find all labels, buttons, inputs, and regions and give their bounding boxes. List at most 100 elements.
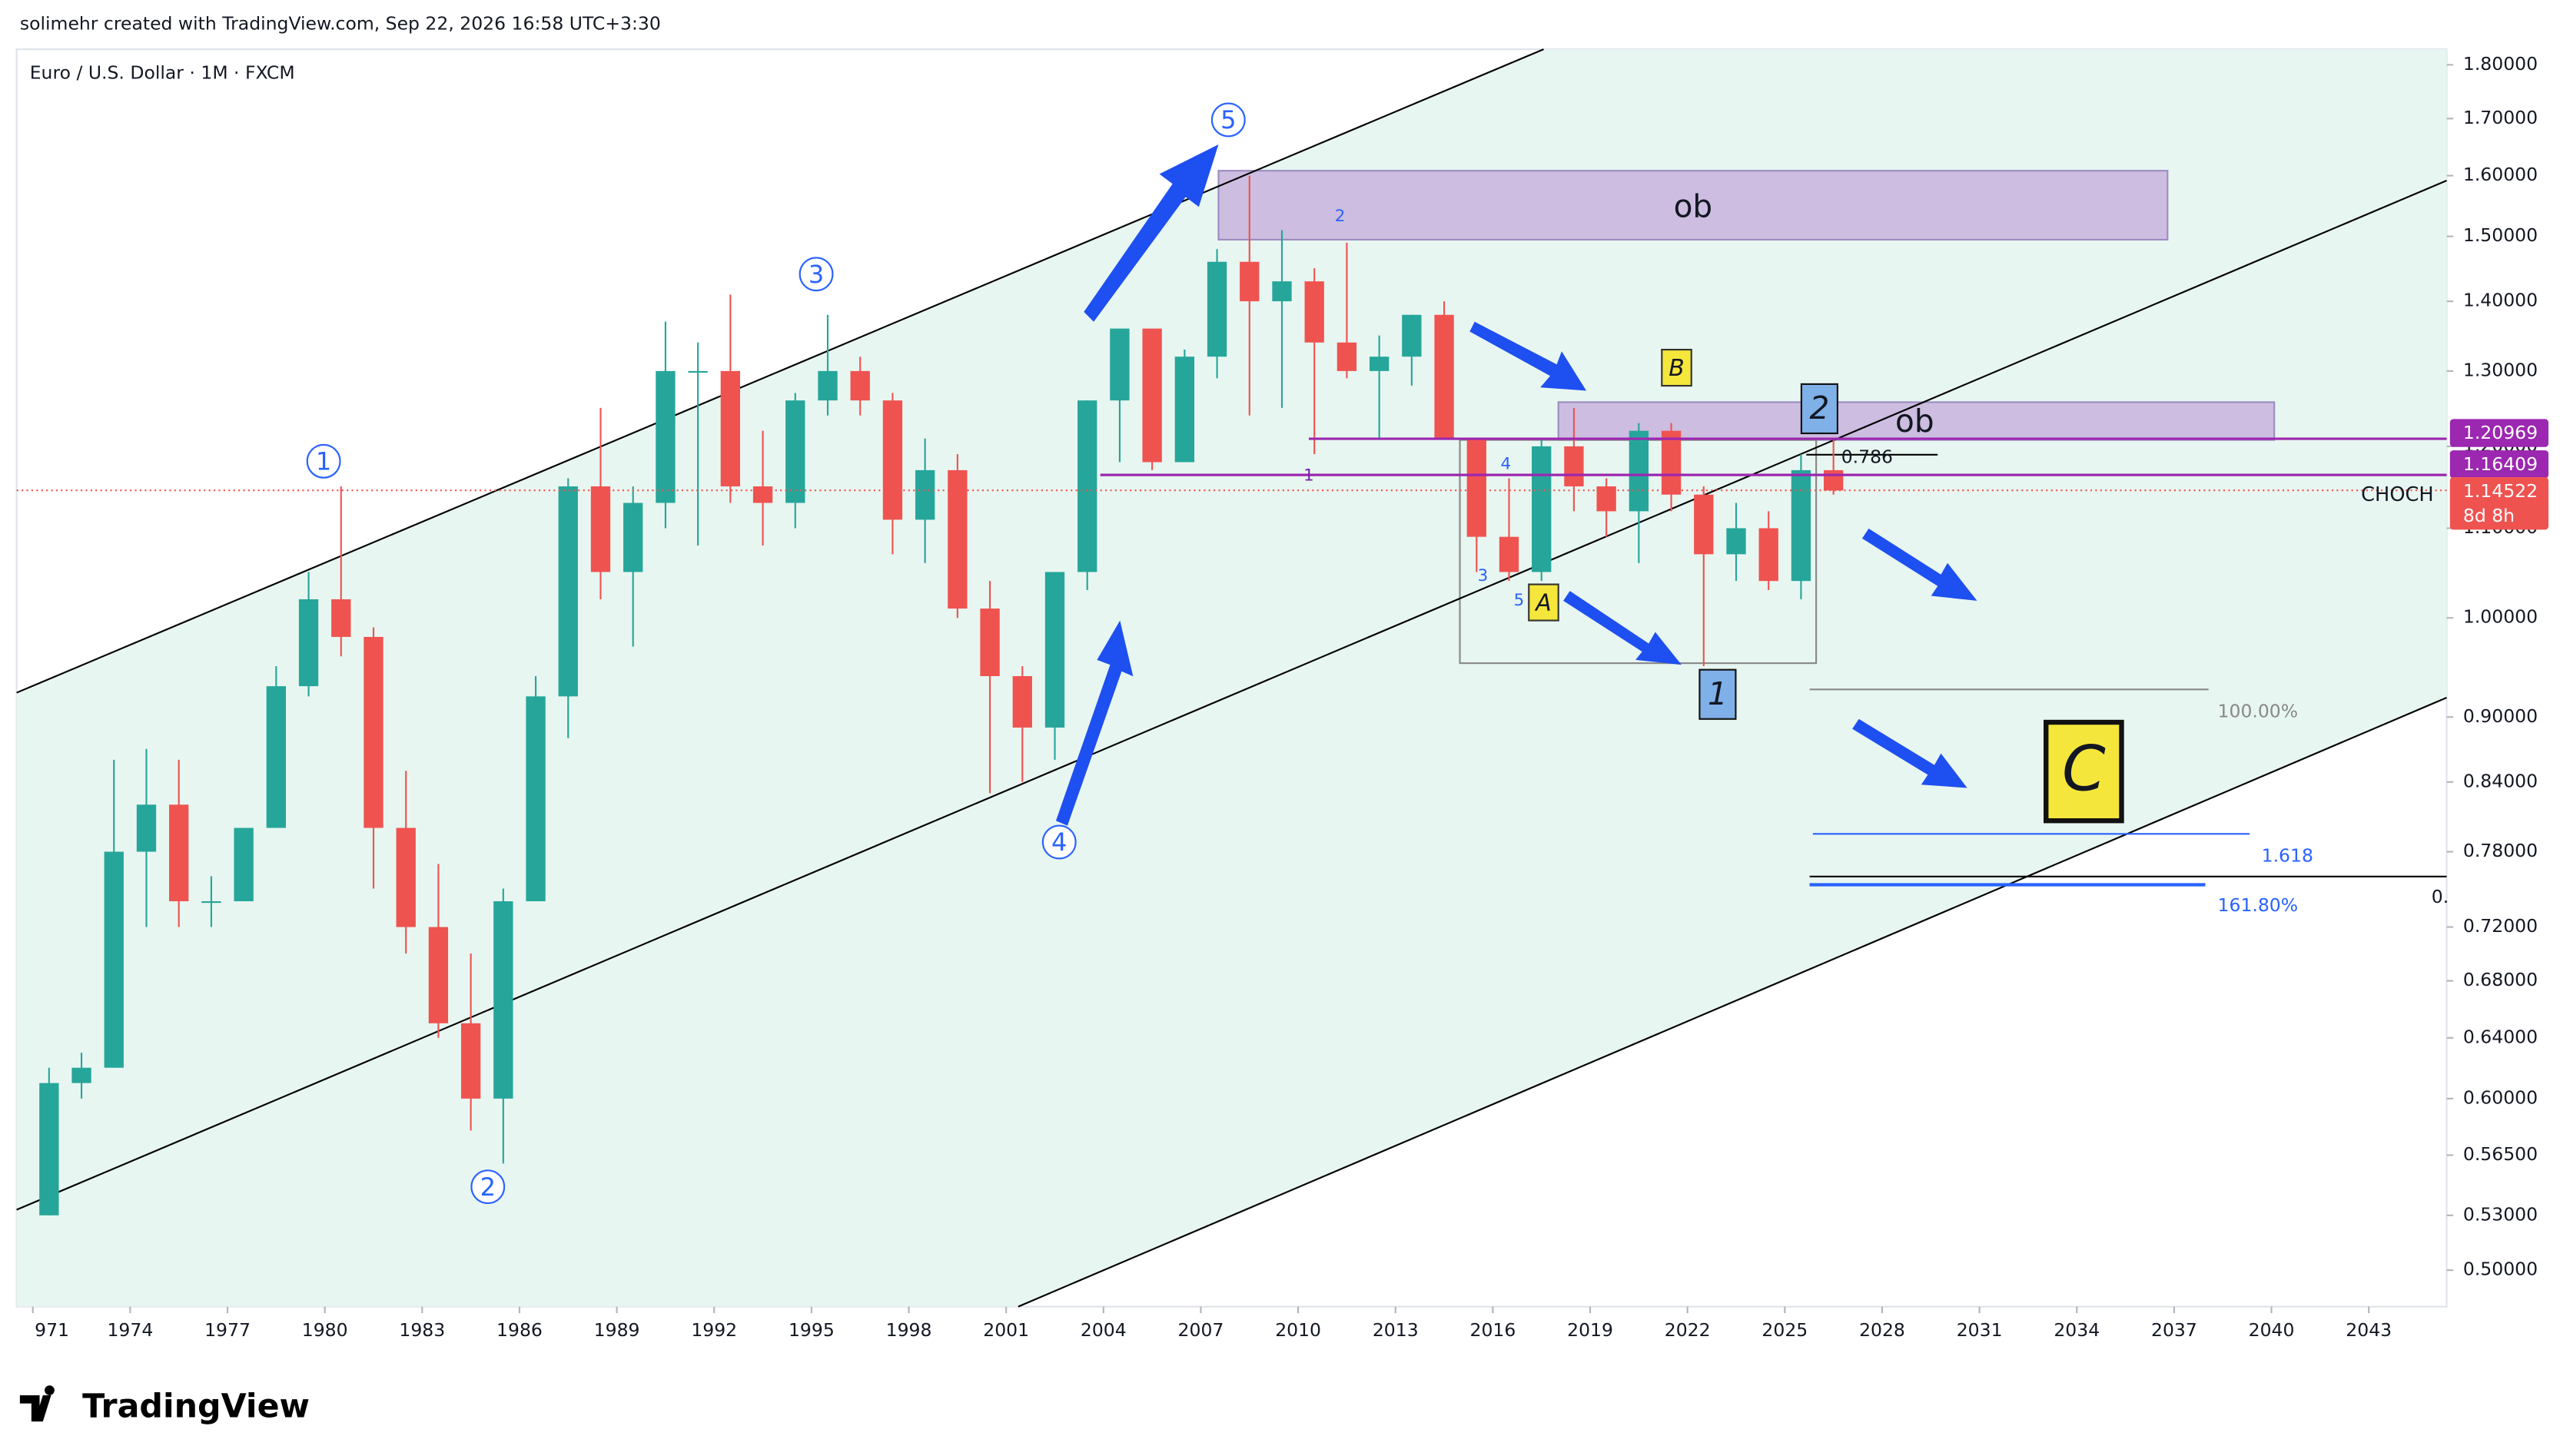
candle-body <box>1758 528 1778 582</box>
candle-body <box>1207 261 1227 357</box>
candle-body <box>882 400 903 520</box>
annotation: 4 <box>1051 827 1067 857</box>
candle-body <box>1402 314 1422 357</box>
candle-body <box>1369 357 1390 371</box>
annotation: 3 <box>809 260 824 289</box>
brand: TradingView <box>82 1388 310 1426</box>
candle-body <box>428 927 449 1023</box>
label-box <box>2044 719 2124 824</box>
candle-body <box>1434 314 1454 439</box>
channel-fill <box>16 49 2447 1307</box>
annotation: 2 <box>480 1172 496 1202</box>
candle-body <box>1077 400 1097 572</box>
candle-body <box>39 1083 59 1216</box>
annotation: 1 <box>1708 675 1728 712</box>
x-tick-label: 1995 <box>789 1319 835 1341</box>
x-tick-label: 1980 <box>302 1319 348 1341</box>
x-tick-label: 2001 <box>983 1319 1029 1341</box>
x-tick-label: 2019 <box>1567 1319 1613 1341</box>
channel-line <box>16 48 1544 694</box>
x-tick-label: 1992 <box>691 1319 737 1341</box>
y-tick-label: 0.64000 <box>2463 1026 2538 1047</box>
candle-body <box>364 636 384 828</box>
label-box <box>1800 383 1838 435</box>
channel-line <box>16 180 2447 1211</box>
candle-body <box>980 609 1000 676</box>
candle-body <box>558 486 578 697</box>
y-tick-label: 1.50000 <box>2463 224 2538 246</box>
annotation: 1 <box>1303 466 1314 486</box>
x-tick-label: 1974 <box>107 1319 153 1341</box>
symbol-title: Euro / U.S. Dollar · 1M · FXCM <box>30 62 295 84</box>
annotation: 100.00% <box>2218 701 2299 722</box>
y-tick-label: 0.60000 <box>2463 1086 2538 1108</box>
candle-body <box>201 900 221 904</box>
candle-body <box>1110 328 1130 401</box>
logo: TradingView <box>19 1385 310 1426</box>
annotation: 2 <box>1809 390 1829 426</box>
x-tick-label: 1989 <box>594 1319 640 1341</box>
x-tick-label: 1983 <box>399 1319 445 1341</box>
y-tick-label: 0.50000 <box>2463 1259 2538 1280</box>
annotation: CHOCH <box>2361 483 2434 506</box>
candle-body <box>1726 528 1746 555</box>
x-tick-label: 2034 <box>2054 1319 2100 1341</box>
y-tick-label: 0.78000 <box>2463 840 2538 861</box>
price-tag-label: 1.20969 <box>2463 422 2538 443</box>
x-tick-label: 2028 <box>1859 1319 1905 1341</box>
candle-body <box>493 900 513 1099</box>
countdown: 8d 8h <box>2463 505 2515 526</box>
x-tick-label: 2010 <box>1275 1319 1321 1341</box>
price-tag <box>2449 477 2548 530</box>
candle-body <box>656 370 676 503</box>
candle-body <box>526 696 546 901</box>
x-tick-label: 2043 <box>2346 1319 2392 1341</box>
candle-body <box>1304 281 1324 343</box>
x-tick-label: 2025 <box>1761 1319 1808 1341</box>
annotation: 1.618 <box>2262 845 2313 867</box>
candle-body <box>169 804 189 901</box>
y-tick-label: 1.60000 <box>2463 164 2538 185</box>
candle-body <box>1661 430 1682 495</box>
candle-body <box>688 370 708 373</box>
x-tick-label: 2007 <box>1178 1319 1224 1341</box>
y-tick-label: 1.70000 <box>2463 107 2538 128</box>
annotation: 0.786 <box>1841 446 1893 468</box>
candle-body <box>1466 438 1486 537</box>
annotation: 4 <box>1501 455 1512 474</box>
candle-body <box>104 851 124 1068</box>
y-tick-label: 0.72000 <box>2463 915 2538 937</box>
x-tick-label: 971 <box>35 1319 69 1341</box>
wave-circle <box>470 1169 506 1205</box>
candle-body <box>948 469 968 609</box>
candle-body <box>1564 446 1584 487</box>
price-tag-label: 1.16409 <box>2463 453 2538 475</box>
candle-body <box>785 400 805 503</box>
candle-body <box>1174 357 1195 463</box>
candle-body <box>266 686 287 828</box>
candle-body <box>1336 342 1357 371</box>
candle-body <box>1499 536 1519 572</box>
y-tick-label: 0.84000 <box>2463 770 2538 791</box>
candle-body <box>396 827 416 927</box>
candle-body <box>1532 446 1552 572</box>
candle-body <box>752 486 773 503</box>
candle-body <box>1240 261 1260 302</box>
order-block <box>1217 170 2169 240</box>
annotation: 5 <box>1514 591 1525 610</box>
y-tick-label: 0.68000 <box>2463 969 2538 990</box>
label-box <box>1698 668 1737 720</box>
y-tick-label: 0.56500 <box>2463 1143 2538 1165</box>
annotation: 1 <box>316 446 331 476</box>
annotation: 0. <box>2432 886 2449 907</box>
annotation: C <box>2062 734 2106 806</box>
candle-body <box>590 486 611 572</box>
label-box <box>1661 348 1692 387</box>
candle-body <box>720 370 741 487</box>
annotation: 5 <box>1220 105 1236 134</box>
x-tick-label: 2022 <box>1665 1319 1711 1341</box>
annotation: 161.80% <box>2218 894 2299 916</box>
x-tick-label: 1986 <box>496 1319 543 1341</box>
